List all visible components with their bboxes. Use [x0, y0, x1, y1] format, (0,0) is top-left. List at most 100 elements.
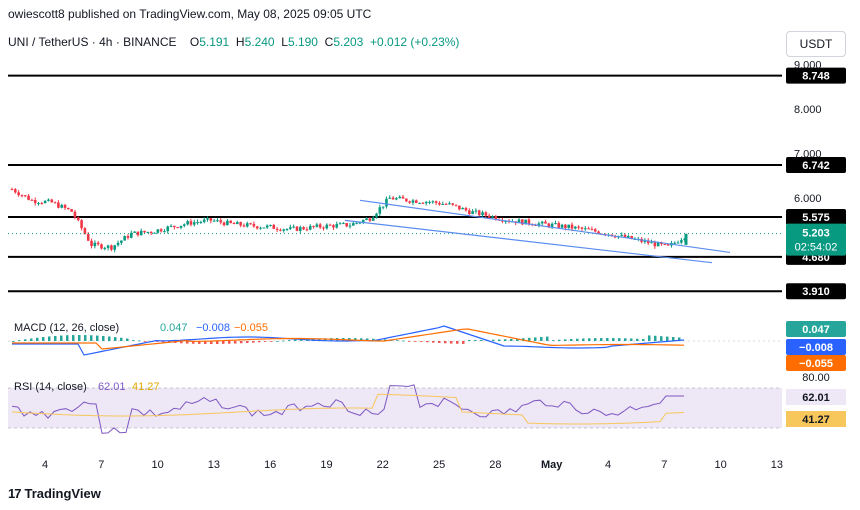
candle-body	[461, 208, 464, 210]
last-price-label: 5.203	[802, 228, 830, 240]
candle-body	[239, 222, 242, 226]
macd-histogram-bar	[126, 338, 129, 341]
time-axis-label: 22	[377, 459, 389, 471]
candle-body	[527, 219, 531, 225]
macd-histogram-bar	[612, 338, 615, 341]
candle-body	[67, 207, 70, 210]
candle-body	[60, 204, 64, 208]
candle-body	[494, 216, 498, 220]
macd-histogram-bar	[528, 337, 531, 341]
macd-histogram-bar	[156, 341, 159, 342]
macd-histogram-bar	[222, 341, 225, 344]
level-price-label: 8.748	[802, 71, 830, 83]
time-axis-label: 25	[433, 459, 445, 471]
macd-histogram-bar	[294, 339, 297, 341]
candle-body	[444, 203, 448, 205]
level-price-label: 3.910	[802, 286, 830, 298]
macd-histogram-bar	[564, 339, 567, 341]
macd-histogram-bar	[672, 337, 675, 341]
candle-body	[292, 226, 295, 228]
candle-body	[272, 224, 276, 229]
macd-histogram-bar	[402, 340, 405, 342]
macd-histogram-bar	[270, 341, 273, 342]
candle-body	[358, 222, 362, 224]
candle-body	[110, 245, 113, 250]
candle-body	[33, 199, 37, 204]
macd-value-2: −0.008	[196, 322, 230, 334]
candle-body	[421, 202, 425, 204]
candle-body	[484, 212, 488, 216]
candle-body	[163, 231, 166, 233]
macd-histogram-bar	[648, 335, 651, 341]
candle-body	[408, 201, 411, 203]
time-axis-label: 10	[714, 459, 726, 471]
candle-body	[73, 211, 77, 218]
candle-body	[30, 199, 34, 201]
candle-body	[70, 209, 73, 212]
candle-body	[587, 228, 590, 230]
rsi-axis-badge	[786, 389, 846, 405]
candle-body	[623, 234, 627, 238]
candle-body	[312, 225, 315, 227]
macd-histogram-bar	[204, 341, 207, 344]
macd-histogram-bar	[624, 338, 627, 341]
candle-body	[477, 210, 481, 216]
candle-body	[236, 222, 239, 225]
macd-histogram-bar	[54, 335, 57, 341]
candle-body	[451, 203, 455, 205]
candle-body	[315, 224, 319, 227]
candle-body	[567, 224, 571, 229]
candle-body	[434, 201, 438, 203]
candle-body	[471, 211, 474, 215]
price-axis-tick: 7.000	[794, 149, 822, 161]
candle-body	[302, 227, 305, 230]
candle-body	[395, 198, 398, 200]
macd-histogram-bar	[102, 335, 105, 341]
macd-histogram-bar	[84, 335, 87, 341]
candle-body	[570, 224, 574, 229]
macd-histogram-bar	[186, 341, 189, 344]
macd-histogram-bar	[426, 341, 429, 343]
rsi-line	[11, 384, 684, 434]
price-axis: 9.000 8.000 7.000 6.000 5.203 02:54:02	[786, 59, 846, 256]
candle-body	[242, 225, 246, 227]
currency-button[interactable]: USDT	[786, 31, 846, 57]
macd-histogram-bar	[216, 341, 219, 344]
candle-body	[86, 233, 90, 241]
candle-body	[620, 234, 624, 236]
macd-histogram-bar	[60, 335, 63, 341]
macd-histogram-bar	[384, 339, 387, 341]
candle-body	[14, 189, 17, 193]
candle-body	[189, 221, 193, 225]
rsi-ma-axis-value: 41.27	[802, 414, 830, 426]
candle-body	[481, 212, 484, 216]
macd-histogram-bar	[666, 336, 669, 341]
macd-histogram-bar	[468, 339, 471, 341]
macd-histogram-bar	[78, 335, 81, 341]
macd-histogram-bar	[618, 338, 621, 341]
candle-body	[57, 202, 60, 208]
macd-histogram-bar	[360, 338, 363, 341]
candle-body	[133, 231, 136, 233]
candlestick-series	[8, 187, 782, 253]
high-value: 5.240	[244, 35, 275, 49]
macd-histogram-bar	[138, 340, 141, 342]
open-value: 5.191	[199, 35, 230, 49]
candle-body	[577, 226, 580, 228]
time-axis-label: 13	[208, 459, 220, 471]
candle-body	[517, 219, 521, 224]
symbol-name[interactable]: UNI / TetherUS · 4h · BINANCE	[8, 35, 177, 49]
candle-body	[212, 220, 216, 222]
tradingview-logo[interactable]: 17 TradingView	[8, 486, 101, 501]
macd-histogram-bar	[606, 338, 609, 341]
candle-body	[454, 204, 458, 206]
candle-body	[560, 224, 564, 228]
channel-lower-line	[344, 219, 713, 264]
macd-histogram-bar	[480, 339, 483, 341]
macd-histogram-bar	[630, 338, 633, 341]
macd-histogram-bar	[540, 336, 543, 341]
candle-body	[159, 229, 163, 232]
macd-histogram-bar	[252, 341, 255, 343]
rsi-value-1: 62.01	[98, 381, 126, 393]
